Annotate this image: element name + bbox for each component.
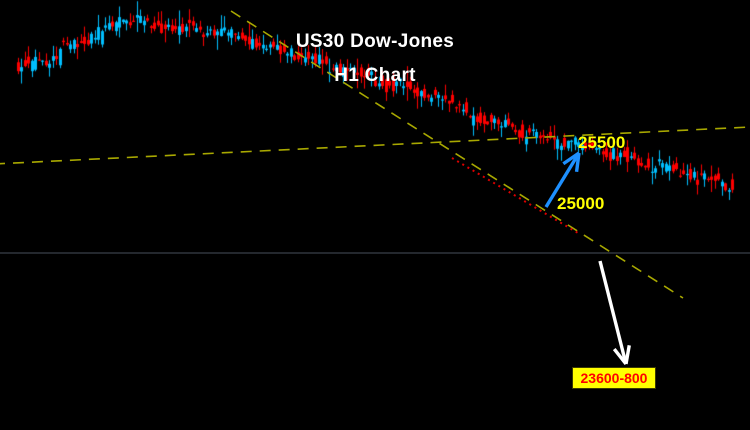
downside-target-badge: 23600-800: [572, 367, 656, 389]
trendlines-group: [0, 10, 750, 299]
arrows-group: [544, 151, 631, 366]
descending-channel-dotted: [451, 157, 579, 234]
resistance-level-label: 25500: [578, 133, 626, 152]
downside-target-label: 23600-800: [580, 370, 648, 386]
bearish-arrow-head: [624, 344, 631, 365]
ascending-trendline: [0, 126, 750, 165]
support-level-label: 25000: [557, 194, 605, 213]
page-title: US30 Dow-Jones: [295, 31, 455, 52]
chart-timeframe-subtitle: H1 Chart: [334, 65, 416, 86]
bullish-arrow: [544, 151, 581, 208]
bullish-arrow-shaft: [544, 152, 581, 208]
bearish-arrow: [598, 260, 631, 366]
bullish-arrow-head: [574, 152, 581, 173]
bullish-arrow-head: [562, 151, 580, 166]
descending-trendline: [230, 10, 684, 299]
bearish-arrow-shaft: [598, 260, 628, 365]
bearish-arrow-head: [612, 348, 628, 366]
